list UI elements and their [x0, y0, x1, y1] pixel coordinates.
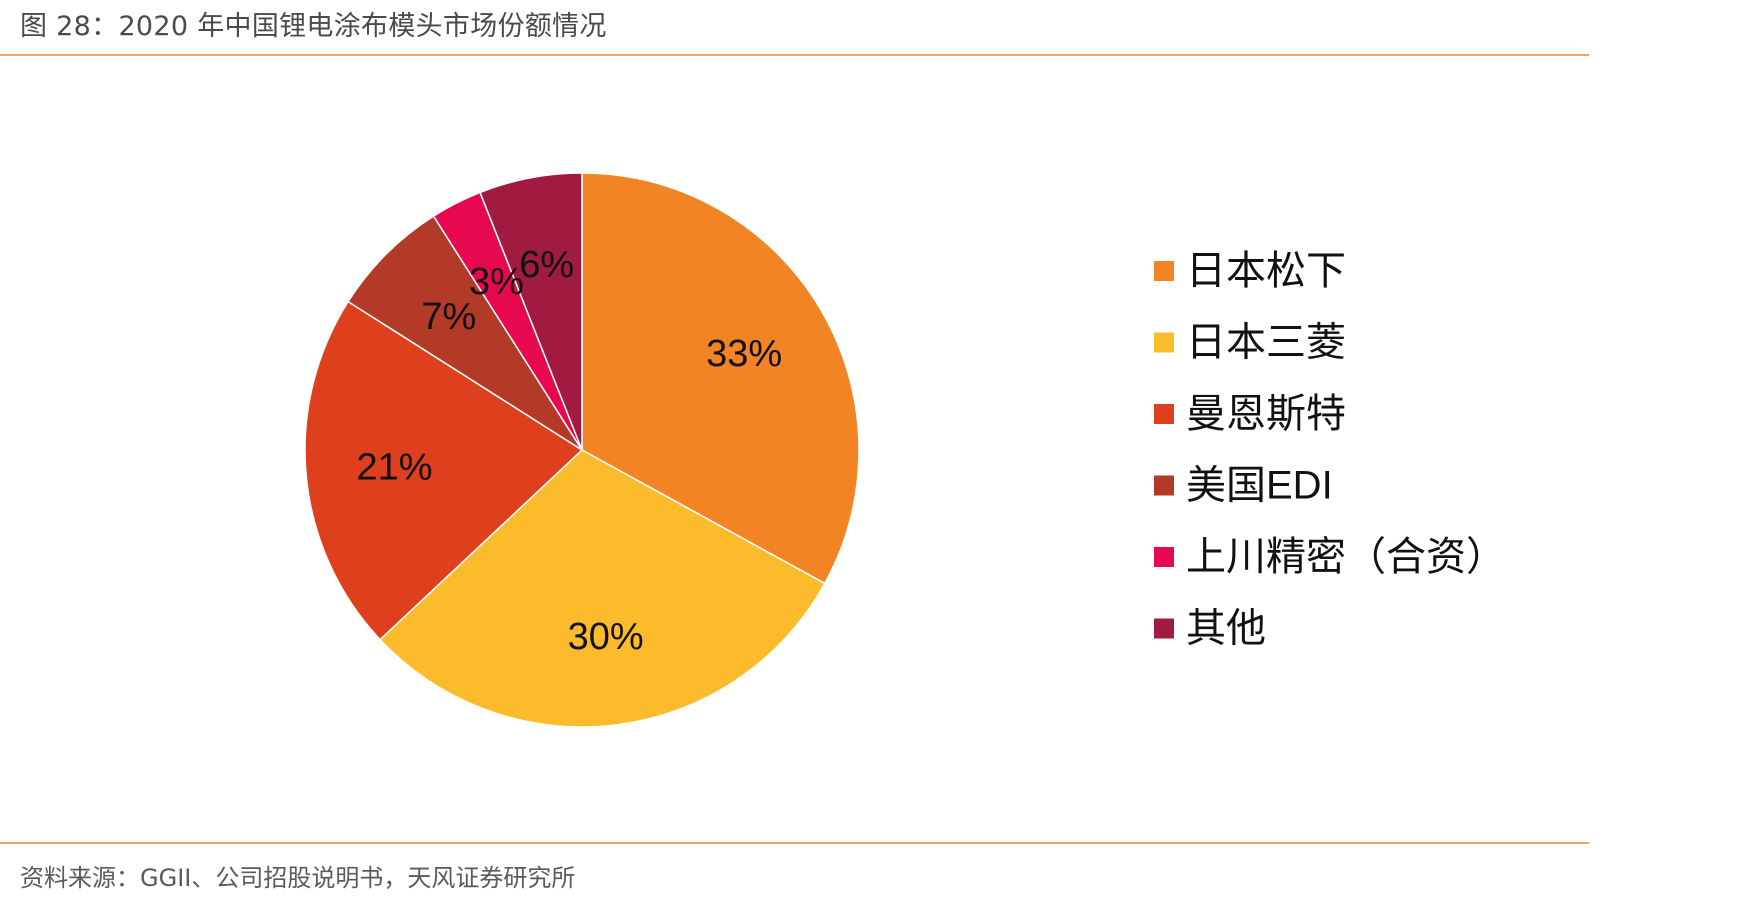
legend-label: 曼恩斯特 — [1186, 392, 1346, 436]
pie-slice — [347, 215, 583, 451]
legend-label: 其他 — [1186, 607, 1266, 651]
legend-swatch — [1154, 261, 1174, 281]
pie-slice — [479, 172, 583, 451]
pie-data-label: 3% — [469, 261, 524, 303]
pie-slices — [304, 172, 860, 728]
pie-data-label: 30% — [568, 616, 644, 658]
legend-swatch — [1154, 475, 1174, 496]
pie-slice — [581, 172, 860, 585]
legend-swatch — [1154, 547, 1174, 567]
pie-data-label: 33% — [706, 333, 782, 375]
legend-label: 日本三菱 — [1186, 321, 1346, 365]
pie-data-label: 7% — [421, 296, 476, 338]
pie-slice — [304, 300, 584, 641]
legend-swatch — [1154, 332, 1174, 353]
pie-slice — [379, 449, 826, 728]
figure-title: 图 28：2020 年中国锂电涂布模头市场份额情况 — [20, 11, 607, 42]
pie-data-label: 21% — [356, 447, 432, 489]
legend-label: 上川精密（合资） — [1186, 535, 1506, 579]
title-divider — [0, 54, 1589, 56]
legend-label: 日本松下 — [1186, 249, 1346, 293]
source-note: 资料来源：GGII、公司招股说明书，天风证券研究所 — [20, 864, 576, 892]
legend-label: 美国EDI — [1186, 464, 1333, 508]
pie-data-label: 6% — [519, 244, 574, 286]
legend-swatch — [1154, 618, 1174, 639]
pie-data-labels: 33% 30% 21% 7%3%6% — [356, 244, 782, 658]
source-divider — [0, 842, 1589, 844]
legend-swatch — [1154, 404, 1174, 424]
